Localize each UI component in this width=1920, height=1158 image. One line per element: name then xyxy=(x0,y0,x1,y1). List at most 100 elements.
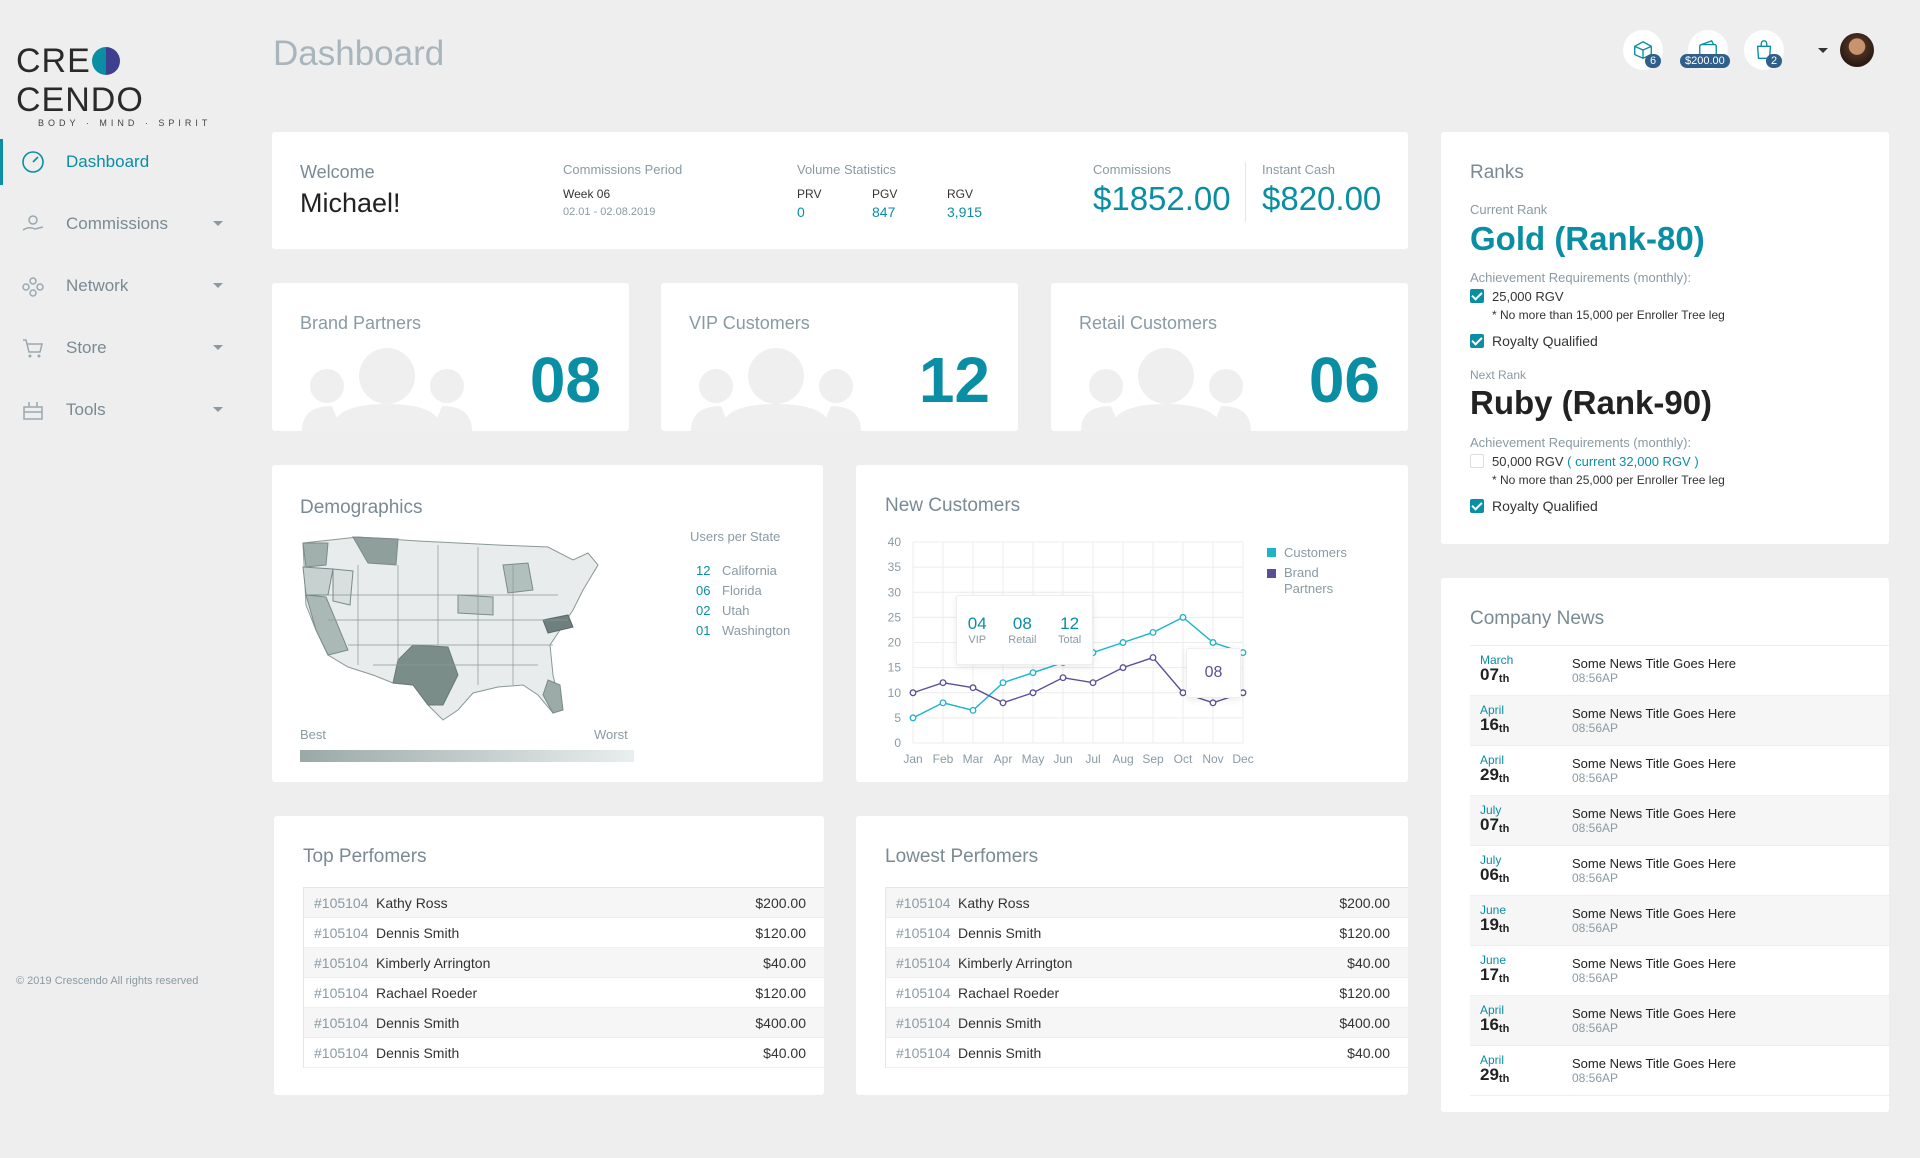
x-tick-label: Dec xyxy=(1232,752,1253,766)
next-rank-value: Ruby (Rank-90) xyxy=(1470,384,1713,421)
sidebar-item-label: Network xyxy=(66,276,129,295)
avatar[interactable] xyxy=(1840,33,1874,67)
table-row[interactable]: #105104 Dennis Smith $400.00 xyxy=(304,1008,824,1038)
stat-card-retail-customers: Retail Customers 06 xyxy=(1051,283,1408,431)
table-row[interactable]: #105104 Kimberly Arrington $40.00 xyxy=(886,948,1408,978)
data-point xyxy=(1029,669,1037,677)
logo-wordmark: CRECENDO xyxy=(16,42,144,119)
x-tick-label: May xyxy=(1022,752,1045,766)
ranks-title: Ranks xyxy=(1470,162,1524,183)
news-item[interactable]: April 29th Some News Title Goes Here 08:56A… xyxy=(1470,746,1889,796)
point-tooltip: 08 xyxy=(1186,648,1241,698)
news-item[interactable]: July 07th Some News Title Goes Here 08:56AP xyxy=(1470,796,1889,846)
top-performers-card: Top Perfomers #105104 Kathy Ross $200.00 #… xyxy=(274,816,824,1095)
data-point xyxy=(1119,639,1127,646)
table-row[interactable]: #105104 Dennis Smith $40.00 xyxy=(304,1038,824,1068)
rgv-label: RGV xyxy=(947,187,974,201)
montana[interactable] xyxy=(352,536,399,566)
table-row[interactable]: #105104 Kathy Ross $200.00 xyxy=(304,888,824,918)
bag-button[interactable]: 2 xyxy=(1744,30,1784,70)
table-row[interactable]: #105104 Kathy Ross $200.00 xyxy=(886,888,1408,918)
new-customers-card: New Customers 0 5 10 15 20 25 30 35 40 Jan Feb Mar A… xyxy=(856,465,1408,782)
table-row[interactable]: #105104 Rachael Roeder $120.00 xyxy=(304,978,824,1008)
prv-label: PRV xyxy=(797,187,822,201)
people-group-icon xyxy=(302,348,472,431)
logo-tagline: BODY · MIND · SPIRIT xyxy=(38,118,212,128)
account-dropdown-icon[interactable] xyxy=(1818,48,1828,53)
top-performers-title: Top Perfomers xyxy=(303,846,427,867)
new-customers-chart[interactable]: 0 5 10 15 20 25 30 35 40 Jan Feb Mar Apr May Jun Jul Aug… xyxy=(856,465,1408,782)
table-row[interactable]: #105104 Kimberly Arrington $40.00 xyxy=(304,948,824,978)
washington[interactable] xyxy=(302,542,329,568)
legend-best-label: Best xyxy=(300,727,327,742)
sidebar-item-label: Tools xyxy=(66,400,106,419)
sidebar-item-commissions[interactable]: Commissions xyxy=(0,193,240,255)
sidebar-item-dashboard[interactable]: Dashboard xyxy=(0,131,240,193)
current-req-royalty: Royalty Qualified xyxy=(1470,333,1598,349)
table-row[interactable]: #105104 Dennis Smith $40.00 xyxy=(886,1038,1408,1068)
chevron-down-icon xyxy=(213,407,223,412)
welcome-card: Welcome Michael! Commissions Period Week… xyxy=(272,132,1408,249)
x-tick-label: Apr xyxy=(994,752,1013,766)
nevada[interactable] xyxy=(332,568,354,606)
logo[interactable]: CRECENDO BODY · MIND · SPIRIT xyxy=(16,42,212,128)
wallet-button[interactable]: $200.00 xyxy=(1680,30,1730,70)
california[interactable] xyxy=(305,594,349,656)
news-item[interactable]: July 06th Some News Title Goes Here 08:56AP xyxy=(1470,846,1889,896)
news-item[interactable]: June 19th Some News Title Goes Here 08:56AP xyxy=(1470,896,1889,946)
table-row[interactable]: #105104 Dennis Smith $120.00 xyxy=(304,918,824,948)
checkbox-checked[interactable] xyxy=(1470,334,1484,348)
y-tick-label: 40 xyxy=(888,535,902,549)
table-row[interactable]: #105104 Rachael Roeder $120.00 xyxy=(886,978,1408,1008)
texas[interactable] xyxy=(392,644,459,706)
table-row[interactable]: #105104 Dennis Smith $120.00 xyxy=(886,918,1408,948)
virginia[interactable] xyxy=(542,614,574,634)
current-req-note: * No more than 15,000 per Enroller Tree … xyxy=(1492,308,1725,322)
people-group-icon xyxy=(1081,348,1251,431)
legend-item-customers[interactable]: Customers xyxy=(1267,545,1347,561)
current-rank-label: Current Rank xyxy=(1470,202,1548,217)
commissions-label: Commissions xyxy=(1093,162,1172,177)
stat-value: 08 xyxy=(529,344,601,416)
y-tick-label: 0 xyxy=(894,736,901,750)
page-title: Dashboard xyxy=(273,34,445,73)
people-group-icon xyxy=(691,348,861,431)
data-point xyxy=(1119,664,1127,672)
sidebar-item-store[interactable]: Store xyxy=(0,317,240,379)
florida[interactable] xyxy=(542,679,564,714)
data-point xyxy=(1179,613,1187,621)
legend-worst-label: Worst xyxy=(594,727,628,742)
kansas[interactable] xyxy=(457,594,494,616)
demographics-card: Demographics Users per State 12 Californi… xyxy=(272,465,823,782)
sidebar-item-network[interactable]: Network xyxy=(0,255,240,317)
tooltip-vip-value: 04 xyxy=(967,614,987,633)
checkbox-checked[interactable] xyxy=(1470,499,1484,513)
stat-label: Retail Customers xyxy=(1079,313,1218,333)
wisconsin[interactable] xyxy=(502,562,534,594)
top-performers-table: #105104 Kathy Ross $200.00 #105104 Dennis S… xyxy=(303,887,824,1068)
news-item[interactable]: March 07th Some News Title Goes Here 08:56A… xyxy=(1470,646,1889,696)
stat-value: 12 xyxy=(918,344,990,416)
legend-item-brand-partners[interactable]: Brand Partners xyxy=(1267,565,1347,597)
checkbox-checked[interactable] xyxy=(1470,289,1484,303)
news-item[interactable]: April 29th Some News Title Goes Here 08:56A… xyxy=(1470,1046,1889,1096)
us-map[interactable] xyxy=(298,535,638,725)
news-item[interactable]: April 16th Some News Title Goes Here 08:56A… xyxy=(1470,696,1889,746)
news-item[interactable]: April 16th Some News Title Goes Here 08:56A… xyxy=(1470,996,1889,1046)
sidebar-nav: Dashboard Commissions Network Store Tool… xyxy=(0,131,240,441)
y-tick-label: 10 xyxy=(888,686,902,700)
data-point xyxy=(969,706,977,714)
y-tick-label: 30 xyxy=(888,585,902,599)
chevron-down-icon xyxy=(213,345,223,350)
data-point xyxy=(969,684,977,692)
news-item[interactable]: June 17th Some News Title Goes Here 08:56AP xyxy=(1470,946,1889,996)
checkbox-unchecked[interactable] xyxy=(1470,454,1484,468)
oregon[interactable] xyxy=(302,566,334,596)
table-row[interactable]: #105104 Dennis Smith $400.00 xyxy=(886,1008,1408,1038)
y-tick-label: 5 xyxy=(894,711,901,725)
tooltip-retail-label: Retail xyxy=(1008,634,1037,646)
box-button[interactable]: 6 xyxy=(1623,30,1663,70)
sidebar-item-tools[interactable]: Tools xyxy=(0,379,240,441)
hand-coins-icon xyxy=(20,211,46,237)
x-tick-label: Nov xyxy=(1202,752,1223,766)
